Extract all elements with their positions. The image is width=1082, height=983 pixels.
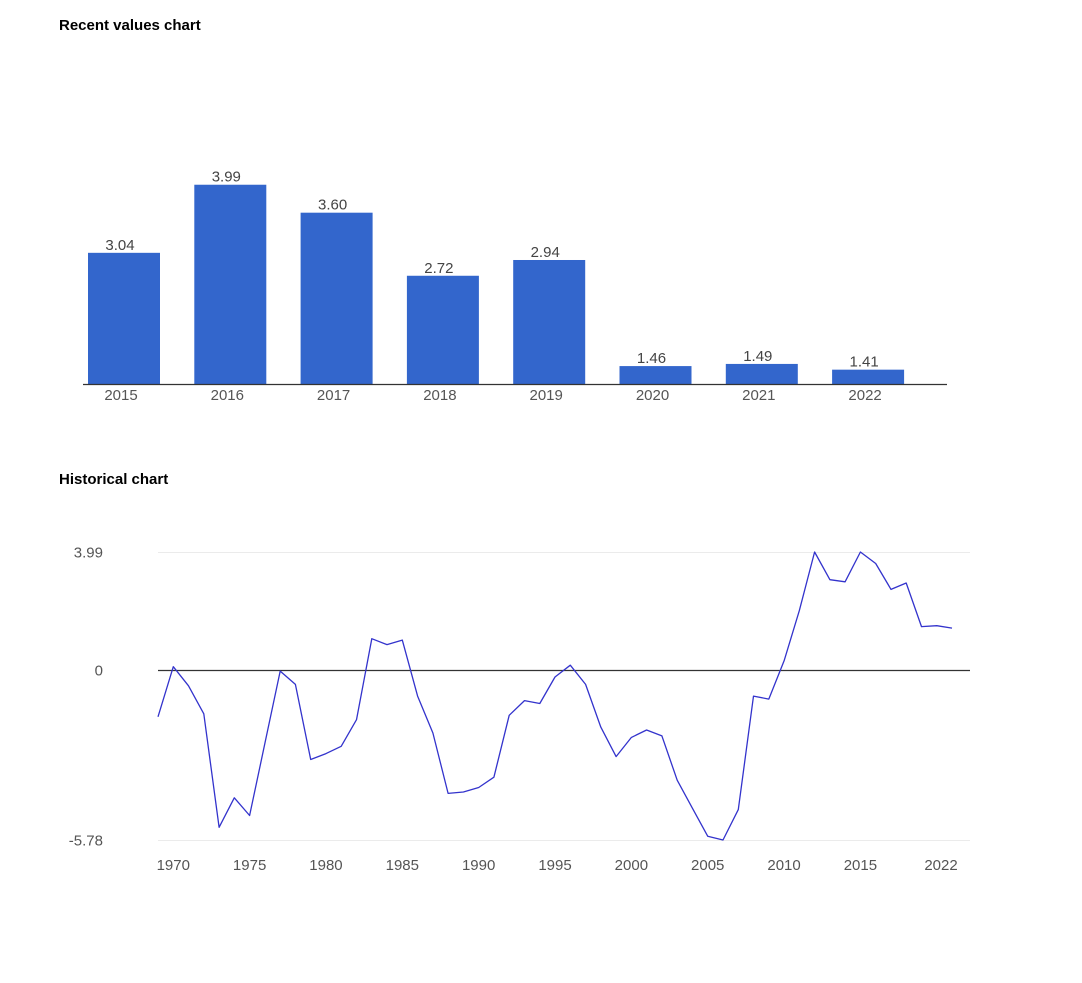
- bar-value-label: 3.04: [105, 237, 134, 254]
- bar-2016: [194, 184, 267, 384]
- recent-values-chart-title: Recent values chart: [59, 17, 201, 34]
- x-tick-label: 1970: [157, 857, 190, 874]
- historical-chart-title: Historical chart: [59, 471, 169, 488]
- x-tick-label: 1980: [309, 857, 342, 874]
- bar-value-label: 3.99: [212, 169, 241, 186]
- x-tick-label: 2017: [317, 387, 350, 404]
- y-tick-label: -5.78: [69, 833, 103, 850]
- x-tick-label: 2021: [742, 387, 775, 404]
- y-tick-label: 3.99: [74, 545, 103, 562]
- historical-line-chart: 3.99 0 -5.78 1970 1975 1980 1985 1990 1995 2000 20…: [69, 545, 970, 874]
- x-tick-label: 2022: [924, 857, 957, 874]
- bar-value-label: 1.46: [637, 350, 666, 367]
- x-tick-label: 2022: [848, 387, 881, 404]
- bar-2018: [406, 275, 479, 384]
- x-tick-label: 1990: [462, 857, 495, 874]
- x-tick-label: 2020: [636, 387, 669, 404]
- bar-value-label: 3.60: [318, 197, 347, 214]
- recent-values-bar-chart: 3.04 2015 3.99 2016 3.60 2017 2.72 2018 2.94 2019…: [83, 169, 947, 404]
- x-tick-label: 2015: [844, 857, 877, 874]
- bar-2019: [513, 259, 586, 384]
- x-tick-label: 2000: [615, 857, 648, 874]
- bar-value-label: 2.72: [424, 260, 453, 277]
- bar-2021: [725, 363, 798, 384]
- x-tick-label: 2018: [423, 387, 456, 404]
- bar-value-label: 2.94: [531, 244, 560, 261]
- x-tick-label: 2015: [104, 387, 137, 404]
- bar-2015: [88, 252, 160, 384]
- y-tick-label: 0: [95, 663, 103, 680]
- bar-2022: [832, 369, 905, 384]
- bar-value-label: 1.49: [743, 348, 772, 365]
- x-tick-label: 2019: [530, 387, 563, 404]
- bar-value-label: 1.41: [849, 354, 878, 371]
- x-tick-label: 1985: [386, 857, 419, 874]
- x-tick-label: 1975: [233, 857, 266, 874]
- x-tick-label: 1995: [538, 857, 571, 874]
- bar-2017: [300, 212, 373, 384]
- x-tick-label: 2005: [691, 857, 724, 874]
- historical-series-line: [157, 551, 953, 841]
- x-tick-label: 2016: [211, 387, 244, 404]
- bar-2020: [619, 366, 692, 384]
- x-tick-label: 2010: [767, 857, 800, 874]
